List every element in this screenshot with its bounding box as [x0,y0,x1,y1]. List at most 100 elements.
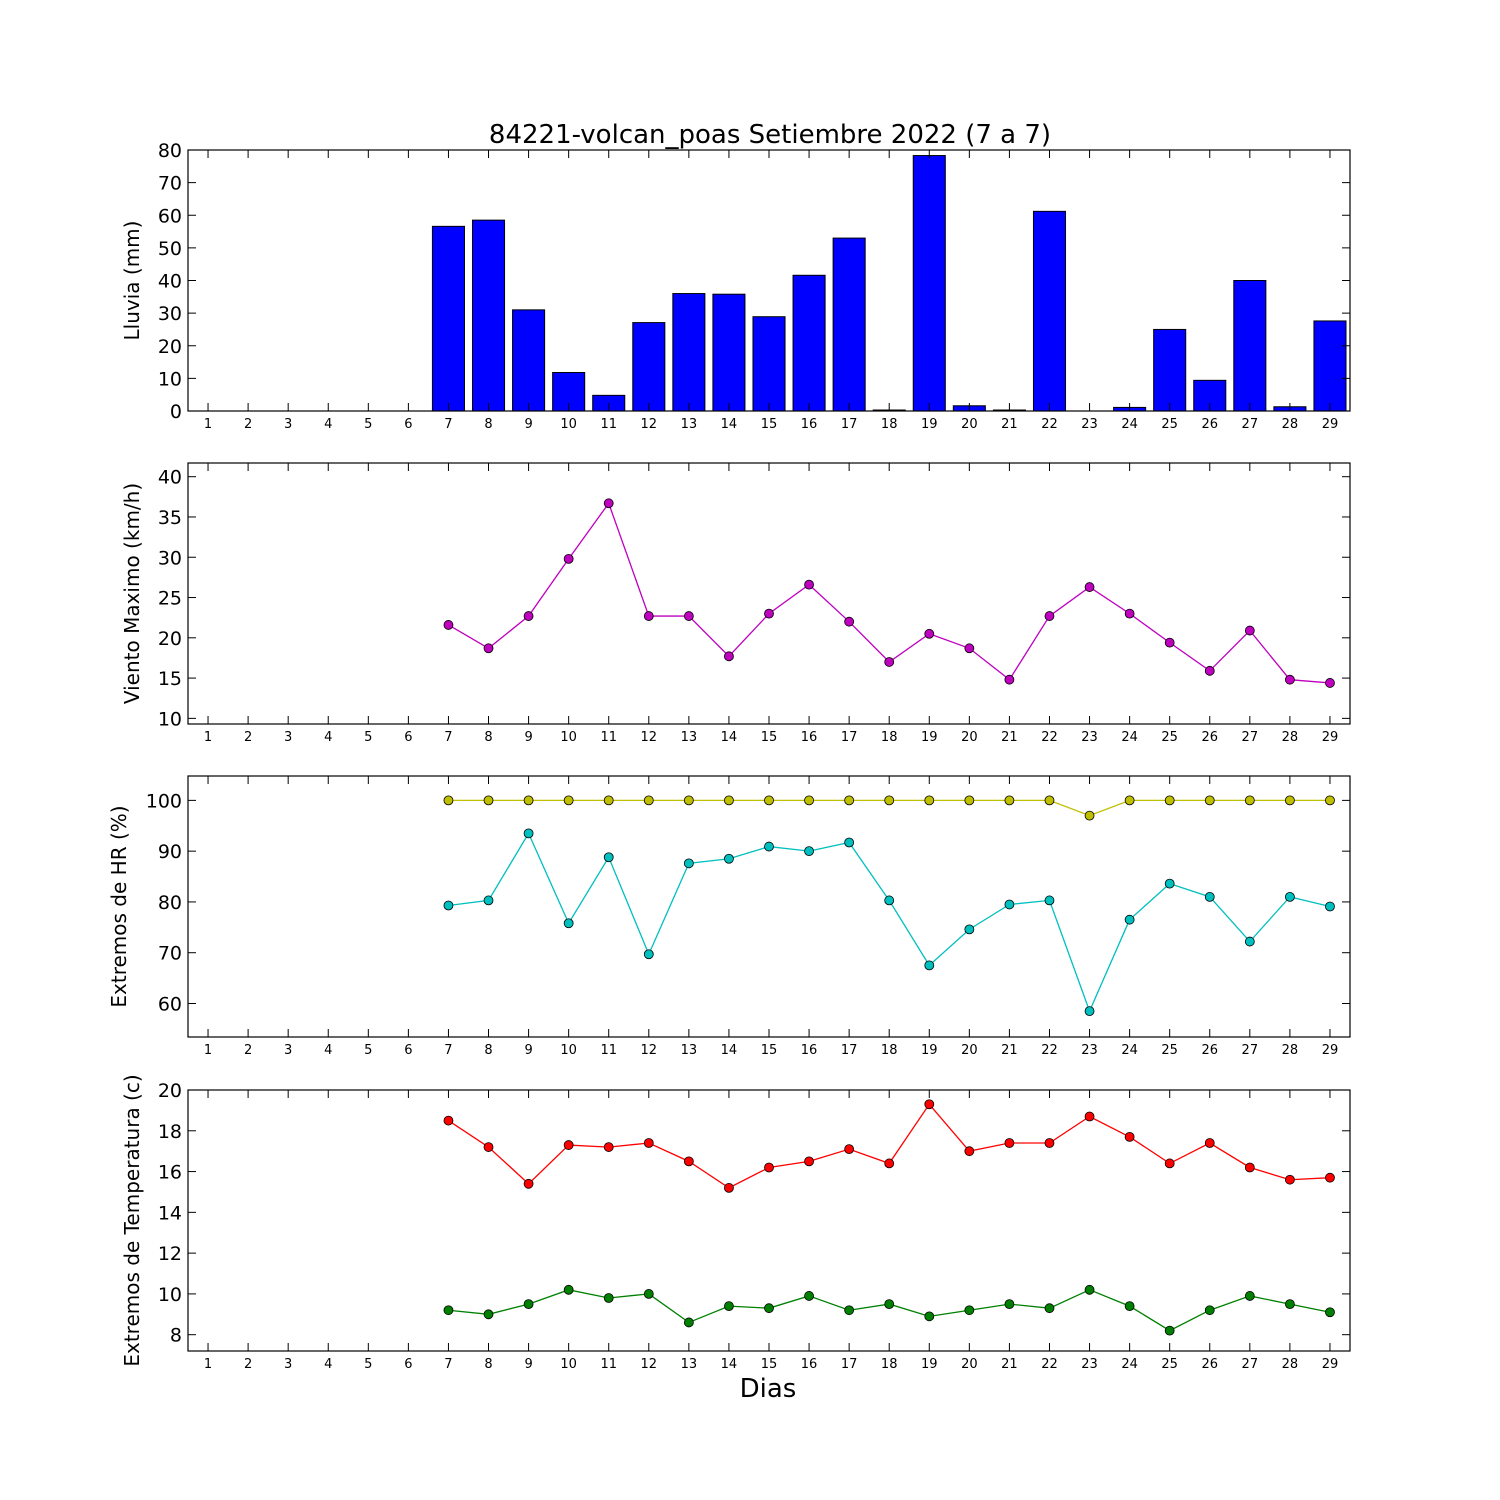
x-tick-label: 16 [801,1043,818,1058]
y-tick-label: 14 [158,1202,182,1224]
x-tick-label: 2 [244,730,252,745]
x-tick-label: 7 [444,417,452,432]
x-tick-label: 11 [600,417,617,432]
x-axis-label: Dias [740,1374,797,1404]
point-s1-day-14 [724,1182,734,1193]
x-tick-label: 19 [921,417,938,432]
y-tick-label: 20 [158,1080,182,1102]
x-tick-label: 24 [1121,417,1138,432]
point-s2-day-20 [964,924,975,935]
y-tick-label: 80 [158,140,182,162]
point-s1-day-12 [643,611,654,621]
x-tick-label: 19 [921,730,938,745]
bar-day-8 [471,219,506,412]
point-s1-day-26 [1204,665,1215,676]
x-tick-label: 8 [484,730,492,745]
point-s2-day-22 [1044,895,1055,906]
x-tick-label: 10 [560,417,577,432]
point-s2-day-7 [443,900,454,911]
point-s2-day-23 [1084,1006,1095,1016]
bar-day-14 [712,293,746,412]
x-tick-label: 28 [1282,417,1299,432]
point-s1-day-23 [1084,582,1095,592]
point-s1-day-17 [844,795,855,806]
x-tick-label: 20 [961,1357,978,1372]
x-tick-label: 22 [1041,417,1058,432]
point-s1-day-18 [884,1158,895,1169]
point-s1-day-20 [964,1146,975,1157]
x-tick-label: 17 [841,730,858,745]
x-tick-label: 16 [801,417,818,432]
x-tick-label: 21 [1001,730,1018,745]
point-s1-day-20 [964,795,975,806]
point-s1-day-9 [523,795,534,806]
y-tick-label: 40 [158,271,182,293]
point-s1-day-22 [1044,1138,1055,1148]
plot-area [188,463,1350,724]
point-s2-day-17 [844,837,855,848]
x-tick-label: 5 [364,1357,372,1372]
x-tick-label: 3 [284,417,292,432]
y-tick-label: 80 [158,892,182,914]
x-tick-label: 16 [801,730,818,745]
x-tick-label: 17 [841,1357,858,1372]
plot-area [188,776,1350,1037]
x-tick-label: 25 [1161,730,1178,745]
point-s1-day-22 [1044,795,1055,806]
point-s1-day-29 [1325,1172,1335,1183]
x-tick-label: 29 [1322,1043,1339,1058]
bar-day-16 [792,274,826,412]
x-tick-label: 21 [1001,1043,1018,1058]
point-s1-day-28 [1285,795,1295,806]
x-tick-label: 1 [204,1043,212,1058]
x-tick-label: 14 [721,730,738,745]
x-tick-label: 7 [444,730,452,745]
x-tick-label: 9 [524,1043,532,1058]
x-tick-label: 8 [484,1357,492,1372]
x-tick-label: 27 [1242,1357,1259,1372]
x-tick-label: 22 [1041,730,1058,745]
point-s1-day-17 [844,616,855,627]
y-tick-label: 16 [158,1162,182,1184]
point-s2-day-24 [1124,914,1135,925]
point-s2-day-26 [1204,1305,1215,1316]
x-tick-label: 9 [524,730,532,745]
point-s1-day-9 [523,1178,534,1189]
x-tick-label: 22 [1041,1357,1058,1372]
x-tick-label: 1 [204,730,212,745]
point-s1-day-13 [683,1156,694,1167]
y-tick-label: 8 [170,1325,182,1347]
point-s2-day-9 [523,1299,534,1309]
bar-day-22 [1032,210,1067,412]
y-axis-label: Viento Maximo (km/h) [120,483,144,704]
point-s1-day-16 [804,795,814,806]
point-s2-day-16 [804,1291,814,1301]
bar-day-13 [672,293,706,412]
x-tick-label: 12 [641,417,658,432]
point-s2-day-17 [844,1305,855,1316]
x-tick-label: 27 [1242,417,1259,432]
x-tick-label: 1 [204,417,212,432]
point-s1-day-16 [804,579,814,590]
x-tick-label: 25 [1161,417,1178,432]
x-tick-label: 15 [761,1043,778,1058]
point-s1-day-11 [603,498,614,509]
x-tick-label: 1 [204,1357,212,1372]
bar-day-29 [1313,320,1347,412]
x-tick-label: 4 [324,1043,332,1058]
bar-day-19 [912,155,946,412]
point-s1-day-15 [764,608,774,619]
x-tick-label: 10 [560,730,577,745]
x-tick-label: 18 [881,730,898,745]
point-s1-day-14 [724,651,734,662]
bar-day-15 [752,316,786,412]
y-tick-label: 60 [158,993,182,1015]
point-s1-day-13 [683,611,694,621]
y-tick-label: 10 [158,708,182,730]
x-tick-label: 13 [681,1043,698,1058]
x-tick-label: 15 [761,1357,778,1372]
y-tick-label: 90 [158,841,182,863]
point-s2-day-9 [523,828,534,839]
